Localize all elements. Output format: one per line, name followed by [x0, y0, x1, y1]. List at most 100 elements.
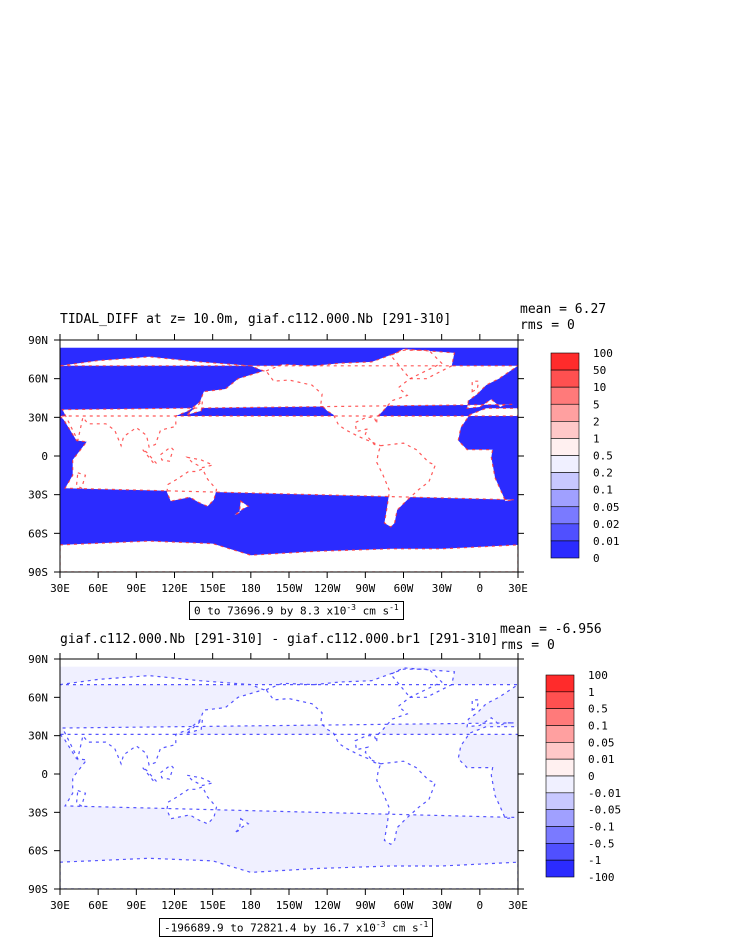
x-tick-label: 60E [88, 582, 108, 595]
x-tick-label: 120E [161, 899, 188, 912]
colorbar-label: 0.1 [593, 484, 613, 497]
coastline-signal [185, 398, 204, 416]
coastline-signal [166, 468, 218, 508]
coastline-signal [389, 667, 456, 698]
colorbar-label: 0.5 [588, 703, 608, 716]
range-exponent: -3 [346, 603, 356, 612]
y-tick-label: 0 [41, 768, 48, 781]
land-mass [187, 775, 213, 786]
coastline-signal [60, 356, 518, 448]
map-field [60, 347, 518, 572]
colorbar-segment [550, 540, 580, 559]
land-mass [234, 501, 249, 516]
colorbar-label: 0.01 [593, 535, 620, 548]
x-tick-label: 120W [314, 582, 341, 595]
y-tick-label: 0 [41, 450, 48, 463]
land-mass [142, 449, 157, 464]
x-tick-label: 60E [88, 899, 108, 912]
colorbar-segment [545, 792, 575, 810]
colorbar-segment [545, 859, 575, 878]
land-mass [76, 472, 86, 489]
x-tick-label: 60W [394, 582, 414, 595]
coastline-signal [185, 456, 215, 469]
coastline-signal [75, 471, 87, 490]
y-tick-label: 30N [28, 411, 48, 424]
coastline-signal [75, 789, 87, 807]
coastline-signal [60, 407, 518, 502]
coastline-signal [60, 857, 518, 889]
range-text: 0 to 73696.9 by 8.3 x10 [194, 604, 347, 618]
colorbar-segment [545, 758, 575, 777]
y-tick-label: 30S [28, 806, 48, 819]
contour-range-box: 0 to 73696.9 by 8.3 x10-3 cm s-1 [189, 601, 404, 620]
x-tick-label: 120W [314, 899, 341, 912]
colorbar-label: 0.01 [588, 753, 615, 766]
x-tick-label: 90W [355, 582, 375, 595]
x-tick-label: 30E [508, 899, 528, 912]
x-tick-label: 150E [199, 582, 226, 595]
colorbar-label: 0.05 [593, 501, 620, 514]
mean-stat: mean = 6.27 [520, 302, 607, 317]
y-tick-label: 60N [28, 373, 48, 386]
x-tick-label: 180 [241, 582, 261, 595]
colorbar-segment [545, 809, 575, 827]
x-tick-label: 120E [161, 582, 188, 595]
range-units: cm s [355, 604, 390, 618]
land-mass [76, 790, 86, 806]
x-tick-label: 30W [432, 582, 452, 595]
land-mass [160, 765, 174, 780]
range-units-exponent: -1 [418, 920, 429, 929]
colorbar-label: 0.1 [588, 720, 608, 733]
land-mass [166, 786, 217, 824]
x-tick-label: 30E [50, 899, 70, 912]
colorbar-segment [545, 843, 575, 861]
coastline-signal [265, 668, 443, 765]
colorbar-segment [545, 674, 575, 693]
y-tick-label: 90N [28, 653, 48, 666]
coastline-signal [233, 817, 250, 834]
colorbar-label: -0.05 [588, 804, 621, 817]
x-tick-label: 30E [50, 582, 70, 595]
land-mass [472, 381, 479, 392]
x-tick-label: 30W [432, 899, 452, 912]
colorbar-segment [545, 775, 575, 794]
land-mass [390, 667, 455, 698]
colorbar-label: 1 [593, 432, 600, 445]
colorbar-label: -1 [588, 854, 601, 867]
land-mass [390, 349, 455, 379]
land-mass [60, 858, 518, 889]
coastline-signal [389, 348, 456, 380]
land-mass [166, 468, 217, 507]
x-tick-label: 150W [276, 899, 303, 912]
y-tick-label: 30S [28, 489, 48, 502]
land-mass [187, 457, 213, 468]
mean-stat: mean = -6.956 [500, 622, 602, 637]
land-mass [376, 443, 436, 527]
x-tick-label: 0 [477, 899, 484, 912]
land-mass [234, 818, 249, 833]
y-tick-label: 30N [28, 730, 48, 743]
panel-tidal-diff: TIDAL_DIFF at z= 10.0m, giaf.c112.000.Nb… [28, 302, 620, 620]
y-tick-label: 90S [28, 566, 48, 579]
colorbar-label: 50 [593, 364, 606, 377]
land-mass [187, 719, 203, 734]
x-tick-label: 30E [508, 582, 528, 595]
colorbar-label: 0.2 [593, 467, 613, 480]
panel-title: giaf.c112.000.Nb [291-310] - giaf.c112.0… [60, 632, 499, 647]
contour-range-box: -196689.9 to 72821.4 by 16.7 x10-3 cm s-… [159, 918, 434, 937]
land-mass [266, 350, 442, 446]
coastline-signal [471, 380, 480, 393]
x-tick-label: 60W [394, 899, 414, 912]
colorbar-label: 0 [588, 770, 595, 783]
colorbar-segment [545, 691, 575, 709]
coastline-signal [186, 717, 204, 734]
colorbar-label: 0.05 [588, 736, 615, 749]
x-tick-label: 90W [355, 899, 375, 912]
colorbar-label: 100 [593, 347, 613, 360]
y-tick-label: 60S [28, 845, 48, 858]
colorbar-label: 0.02 [593, 518, 620, 531]
y-tick-label: 90S [28, 883, 48, 896]
coastline-signal [159, 764, 174, 780]
